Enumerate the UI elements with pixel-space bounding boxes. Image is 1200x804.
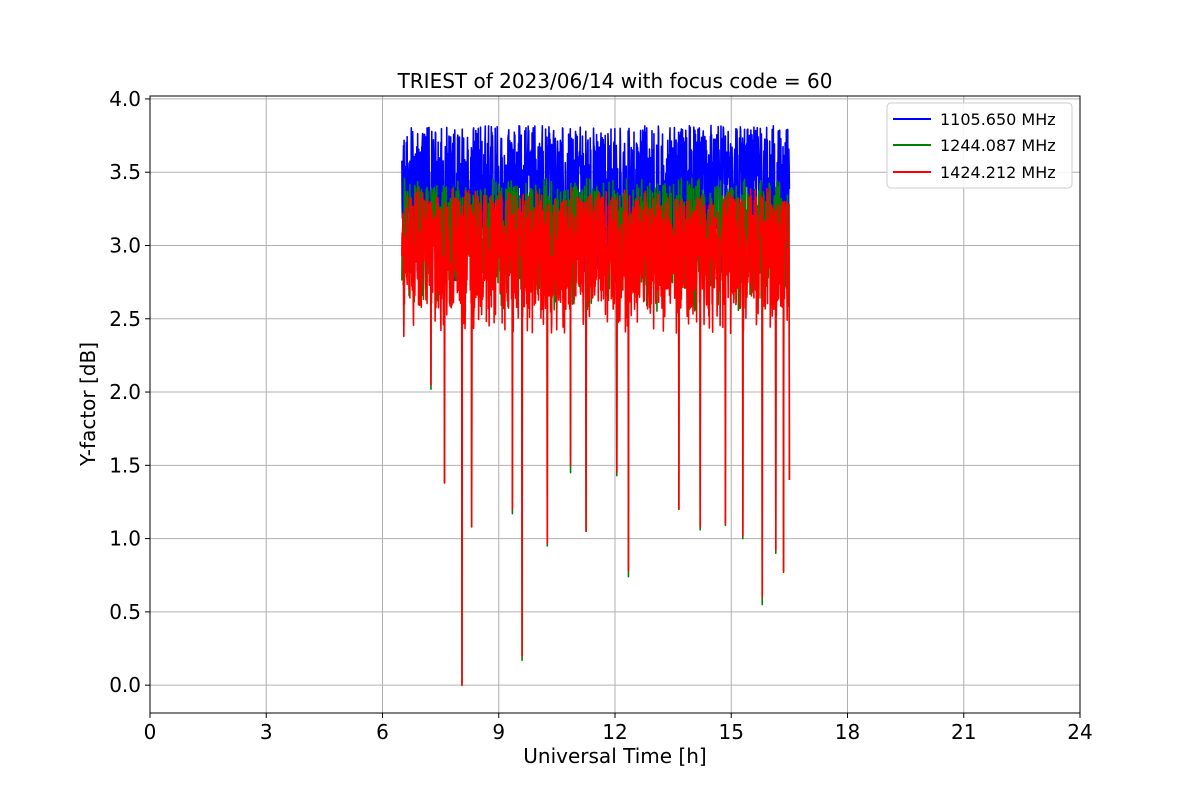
y-tick-label: 1.0 (109, 527, 141, 551)
y-tick-label: 0.0 (109, 673, 141, 697)
legend-entry-1105: 1105.650 MHz (893, 110, 1056, 129)
x-tick-label: 6 (376, 720, 389, 744)
x-tick-label: 3 (260, 720, 273, 744)
legend: 1105.650 MHz 1244.087 MHz 1424.212 MHz (886, 102, 1073, 189)
axis-ticks: 0 3 6 9 12 15 18 21 24 0.0 0.5 1.0 1.5 2.0 2.5 3.0 3.5 4.… (109, 87, 1093, 744)
legend-entry-1424: 1424.212 MHz (893, 163, 1056, 182)
x-tick-label: 9 (492, 720, 505, 744)
legend-entry-1244: 1244.087 MHz (893, 136, 1056, 155)
x-axis-label: Universal Time [h] (523, 744, 706, 768)
legend-label-1244: 1244.087 MHz (940, 136, 1056, 155)
x-tick-label: 15 (719, 720, 744, 744)
y-tick-label: 2.0 (109, 380, 141, 404)
y-tick-label: 3.5 (109, 160, 141, 184)
x-tick-label: 21 (951, 720, 976, 744)
y-tick-label: 0.5 (109, 600, 141, 624)
legend-box (886, 102, 1073, 189)
y-tick-label: 2.5 (109, 307, 141, 331)
legend-label-1105: 1105.650 MHz (940, 110, 1056, 129)
chart-title: TRIEST of 2023/06/14 with focus code = 6… (397, 69, 833, 93)
series-line-1424 (401, 187, 791, 686)
series-lines (401, 124, 791, 686)
x-tick-label: 18 (835, 720, 860, 744)
y-tick-label: 3.0 (109, 233, 141, 257)
y-axis-label: Y-factor [dB] (76, 342, 100, 467)
x-tick-label: 0 (144, 720, 157, 744)
y-tick-label: 1.5 (109, 453, 141, 477)
x-tick-label: 24 (1067, 720, 1092, 744)
x-tick-label: 12 (602, 720, 627, 744)
legend-label-1424: 1424.212 MHz (940, 163, 1056, 182)
y-tick-label: 4.0 (109, 87, 141, 111)
